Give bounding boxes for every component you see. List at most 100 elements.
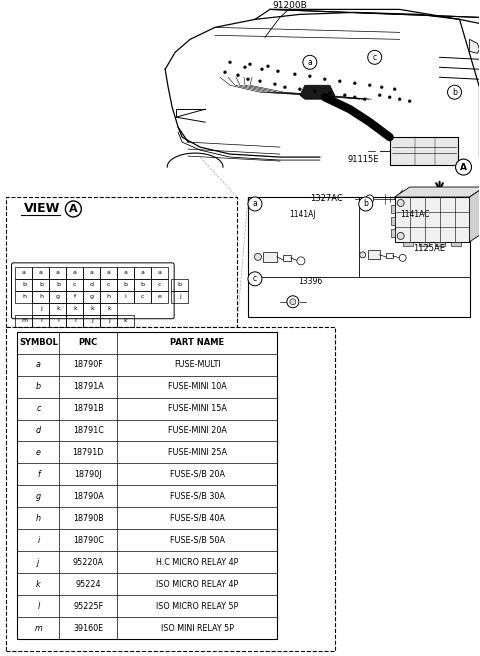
Text: h: h [107,295,111,299]
Text: SYMBOL: SYMBOL [19,338,58,347]
Circle shape [353,96,356,98]
Circle shape [388,96,391,98]
Text: b: b [452,88,457,96]
Text: b: b [36,382,41,391]
Circle shape [266,65,269,68]
Bar [171,291,188,303]
Text: g: g [90,295,94,299]
Bar [49,267,66,279]
Bar [15,291,33,303]
Circle shape [359,197,372,211]
Text: c: c [253,274,257,283]
Bar [134,267,151,279]
Bar [391,229,395,237]
Circle shape [247,78,250,81]
Bar [84,267,100,279]
Bar [100,279,117,291]
Bar [403,242,413,246]
FancyBboxPatch shape [12,263,174,319]
Bar [84,291,100,303]
Text: 95224: 95224 [75,580,101,588]
Bar [283,255,291,261]
Text: FUSE-MINI 25A: FUSE-MINI 25A [168,448,227,457]
Circle shape [248,197,262,211]
Text: 1141AC: 1141AC [400,211,430,220]
Bar [100,267,117,279]
Circle shape [224,71,227,73]
Bar [66,267,84,279]
Bar [171,279,188,291]
Circle shape [397,232,404,239]
Circle shape [380,86,383,89]
Text: ISO MINI RELAY 5P: ISO MINI RELAY 5P [161,624,234,632]
Text: b: b [22,282,26,287]
Text: 1141AJ: 1141AJ [289,211,316,220]
Circle shape [290,298,296,305]
Circle shape [363,98,366,101]
Text: e: e [36,448,41,457]
Text: a: a [124,270,128,276]
Bar [395,197,469,242]
Circle shape [293,73,296,75]
Bar [386,253,393,258]
Text: m: m [21,318,27,323]
Circle shape [287,296,299,308]
Text: A: A [69,204,78,214]
Bar [5,327,335,651]
Text: c: c [73,282,77,287]
Bar [66,303,84,315]
Bar [15,267,33,279]
Bar [33,291,49,303]
Circle shape [338,80,341,83]
Circle shape [254,253,262,260]
Text: 18790C: 18790C [73,536,104,544]
Text: a: a [308,58,312,67]
Text: h: h [39,295,43,299]
Text: 95225F: 95225F [73,602,103,611]
Text: a: a [36,360,41,369]
Bar [15,279,33,291]
Bar [117,267,134,279]
Circle shape [393,88,396,91]
Bar [391,205,395,213]
Bar [49,291,66,303]
Bar [66,315,84,327]
Text: a: a [22,270,26,276]
Circle shape [65,201,81,217]
Bar [66,291,84,303]
Text: g: g [36,492,41,501]
Text: i: i [37,536,39,544]
Circle shape [456,159,471,175]
Text: d: d [90,282,94,287]
Bar [134,279,151,291]
Text: i: i [125,295,127,299]
Text: FUSE-S/B 30A: FUSE-S/B 30A [169,492,225,501]
Text: FUSE-MINI 20A: FUSE-MINI 20A [168,426,227,435]
Circle shape [276,70,279,73]
Circle shape [368,84,371,87]
Circle shape [353,82,356,85]
Text: ISO MICRO RELAY 5P: ISO MICRO RELAY 5P [156,602,238,611]
Text: 95220A: 95220A [73,558,104,567]
Text: 18791C: 18791C [73,426,104,435]
Bar [451,242,460,246]
Text: c: c [158,282,161,287]
Text: a: a [90,270,94,276]
Text: j: j [108,318,109,323]
Text: j: j [37,558,39,567]
Text: a: a [73,270,77,276]
Circle shape [360,252,366,258]
Circle shape [261,68,264,71]
Text: k: k [36,580,41,588]
Circle shape [397,199,404,207]
Circle shape [308,75,312,78]
Polygon shape [469,187,480,242]
Text: 18791A: 18791A [73,382,104,391]
Text: a: a [252,199,257,209]
Bar [100,291,117,303]
Text: k: k [107,306,111,311]
Text: FUSE-MULTI: FUSE-MULTI [174,360,220,369]
Text: c: c [372,52,377,62]
Polygon shape [395,187,480,197]
Bar [13,265,172,317]
